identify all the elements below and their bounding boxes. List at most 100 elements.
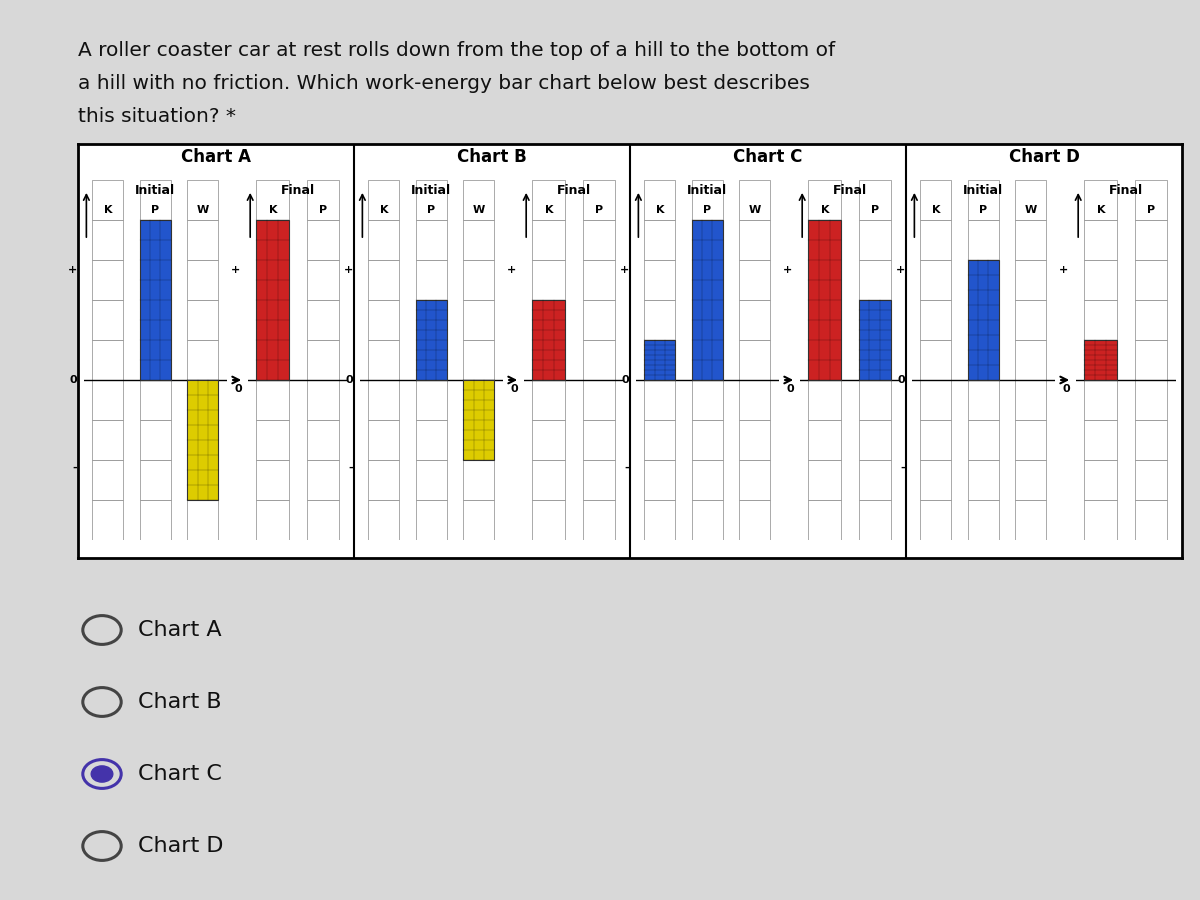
Text: K: K (379, 205, 388, 215)
Bar (859, 300, 892, 340)
Bar (644, 260, 676, 300)
Bar (92, 380, 124, 420)
Bar (1135, 180, 1168, 220)
Bar (583, 300, 616, 340)
Text: Chart A: Chart A (181, 148, 251, 166)
Bar (140, 260, 170, 300)
Bar (1135, 460, 1168, 500)
Bar (92, 420, 124, 460)
Bar (692, 460, 722, 500)
Bar (1085, 180, 1117, 220)
Text: P: P (1147, 205, 1154, 215)
Bar (1135, 420, 1168, 460)
Bar (1015, 260, 1046, 300)
Bar (187, 340, 218, 380)
Text: W: W (473, 205, 485, 215)
Bar (859, 420, 892, 460)
Bar (92, 220, 124, 260)
Bar (644, 180, 676, 220)
Bar (739, 260, 770, 300)
Bar (368, 180, 400, 220)
Bar (368, 460, 400, 500)
Text: W: W (1025, 205, 1037, 215)
Bar (859, 220, 892, 260)
Bar (859, 460, 892, 500)
Bar (307, 340, 340, 380)
Bar (140, 220, 170, 260)
Bar (739, 180, 770, 220)
Bar (859, 180, 892, 220)
Bar (463, 340, 494, 380)
Text: a hill with no friction. Which work-energy bar chart below best describes: a hill with no friction. Which work-ener… (78, 74, 810, 93)
Text: P: P (979, 205, 988, 215)
Bar (644, 340, 676, 380)
Text: -: - (348, 463, 353, 473)
Bar (416, 420, 446, 460)
Bar (1085, 300, 1117, 340)
Bar (1015, 500, 1046, 540)
Bar (692, 220, 722, 260)
Bar (140, 180, 170, 220)
Text: -: - (72, 463, 77, 473)
Bar (368, 420, 400, 460)
Text: 0: 0 (346, 375, 353, 385)
Text: 0: 0 (622, 375, 629, 385)
Bar (533, 180, 565, 220)
Bar (257, 500, 289, 540)
Text: P: P (595, 205, 602, 215)
Bar (307, 220, 340, 260)
Bar (920, 420, 952, 460)
Bar (1135, 340, 1168, 380)
Bar (463, 300, 494, 340)
Text: 0: 0 (234, 384, 242, 394)
Bar (583, 420, 616, 460)
Bar (644, 460, 676, 500)
Bar (692, 260, 722, 300)
Bar (809, 500, 841, 540)
Bar (739, 460, 770, 500)
Bar (583, 340, 616, 380)
Text: Initial: Initial (964, 184, 1003, 197)
Bar (187, 380, 218, 420)
Bar (463, 220, 494, 260)
Bar (739, 380, 770, 420)
Text: 0: 0 (70, 375, 77, 385)
Text: Chart C: Chart C (138, 764, 222, 784)
Bar (1085, 460, 1117, 500)
Bar (307, 180, 340, 220)
Bar (187, 380, 218, 500)
Bar (416, 500, 446, 540)
Bar (92, 460, 124, 500)
Bar (533, 500, 565, 540)
Text: +: + (895, 265, 905, 275)
Text: 0: 0 (786, 384, 794, 394)
Text: Chart B: Chart B (138, 692, 222, 712)
Bar (692, 420, 722, 460)
Bar (368, 500, 400, 540)
Bar (968, 340, 998, 380)
Text: Final: Final (833, 184, 866, 197)
Bar (920, 460, 952, 500)
Text: Initial: Initial (136, 184, 175, 197)
Bar (1015, 220, 1046, 260)
Bar (1135, 500, 1168, 540)
Text: +: + (506, 265, 516, 275)
Bar (368, 380, 400, 420)
Bar (140, 380, 170, 420)
Bar (859, 500, 892, 540)
Bar (1085, 220, 1117, 260)
Bar (92, 300, 124, 340)
Text: -: - (900, 463, 905, 473)
Bar (257, 340, 289, 380)
Bar (859, 300, 892, 380)
Bar (1015, 380, 1046, 420)
Bar (644, 420, 676, 460)
Text: Final: Final (281, 184, 314, 197)
Bar (920, 500, 952, 540)
Bar (463, 460, 494, 500)
Text: P: P (427, 205, 436, 215)
Bar (416, 380, 446, 420)
Bar (739, 500, 770, 540)
Text: 0: 0 (1062, 384, 1070, 394)
Bar (1085, 260, 1117, 300)
